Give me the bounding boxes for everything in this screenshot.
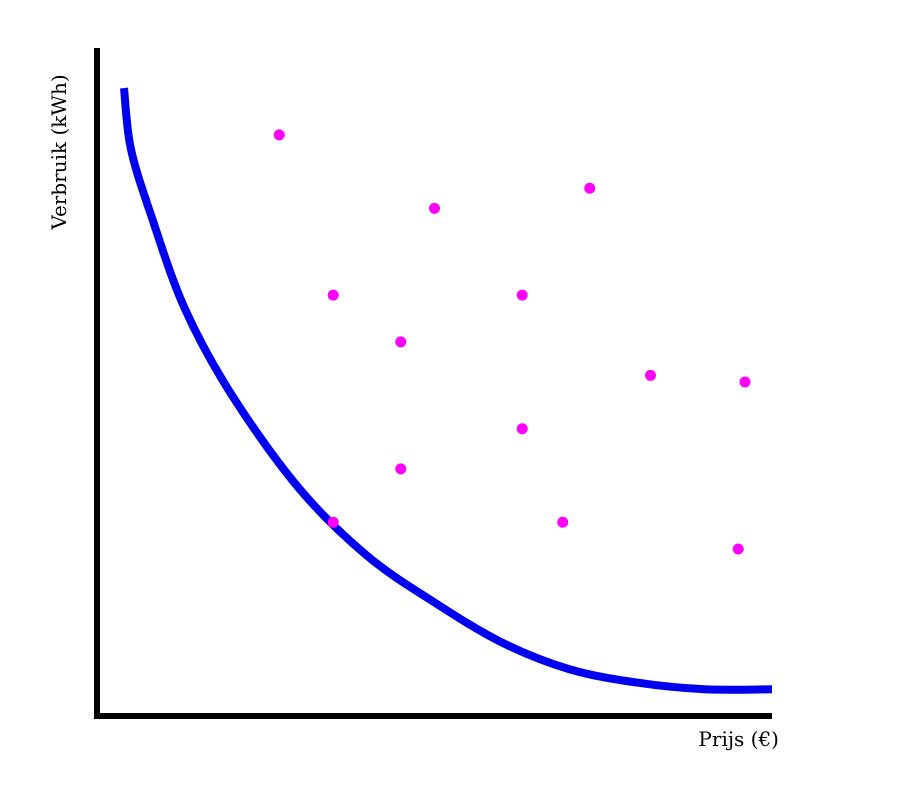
data-point-1: [273, 129, 285, 141]
data-point-6: [516, 289, 528, 301]
data-point-8: [739, 376, 751, 388]
data-point-9: [516, 423, 528, 435]
data-point-12: [557, 516, 569, 528]
data-point-13: [732, 543, 744, 555]
plot-area: [120, 87, 773, 694]
data-point-2: [429, 202, 440, 214]
data-point-5: [395, 336, 407, 348]
data-point-3: [584, 182, 596, 194]
data-point-11: [327, 516, 339, 528]
curve-line: [120, 87, 773, 694]
data-point-10: [395, 463, 407, 475]
data-point-7: [645, 369, 656, 381]
y-axis-label: Verbruik (kWh): [47, 74, 71, 230]
data-point-4: [327, 289, 339, 301]
x-axis-label: Prijs (€): [698, 727, 779, 751]
